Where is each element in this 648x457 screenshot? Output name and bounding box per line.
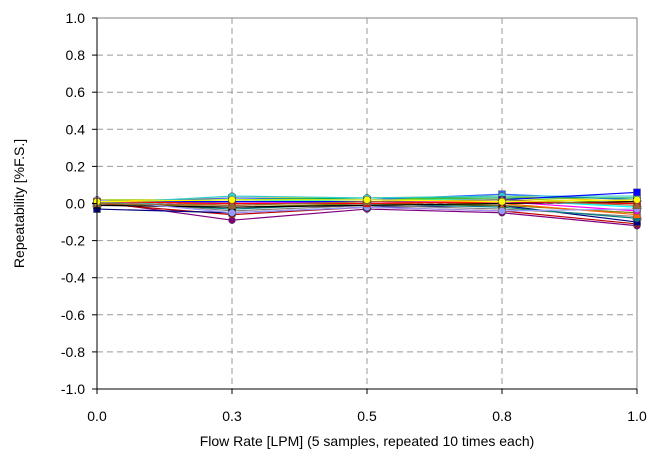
data-point (227, 200, 237, 210)
y-tick-label: -1.0 (61, 381, 85, 397)
y-tick-label: -0.2 (61, 233, 85, 249)
data-point (228, 196, 236, 204)
y-axis-title: Repeatability [%F.S.] (11, 139, 27, 268)
y-tick-label: 0.4 (66, 121, 86, 137)
y-tick-label: 1.0 (66, 10, 86, 26)
y-tick-label: 0.8 (66, 47, 86, 63)
y-tick-label: 0.2 (66, 158, 86, 174)
data-point (363, 196, 371, 204)
data-point (498, 207, 506, 215)
data-point (633, 196, 641, 204)
data-point (633, 188, 641, 197)
x-axis-title: Flow Rate [LPM] (5 samples, repeated 10 … (200, 433, 535, 449)
data-point (228, 209, 236, 217)
x-tick-label: 0.0 (87, 408, 107, 424)
x-tick-label: 0.3 (222, 408, 242, 424)
data-point (632, 200, 642, 210)
y-tick-label: -0.6 (61, 307, 85, 323)
y-tick-label: 0.6 (66, 84, 86, 100)
y-tick-label: 0.0 (66, 196, 86, 212)
y-tick-label: -0.4 (61, 270, 85, 286)
x-tick-label: 0.8 (492, 408, 512, 424)
x-tick-labels: 0.0 0.3 0.5 0.8 1.0 (87, 408, 647, 424)
y-tick-label: -0.8 (61, 344, 85, 360)
y-tick-labels: 1.0 0.8 0.6 0.4 0.2 0.0 -0.2 -0.4 -0.6 -0.8 -1.0 (61, 10, 85, 397)
x-tick-label: 0.5 (357, 408, 377, 424)
data-point (498, 197, 506, 206)
x-tick-label: 1.0 (627, 408, 647, 424)
axes (92, 17, 638, 394)
